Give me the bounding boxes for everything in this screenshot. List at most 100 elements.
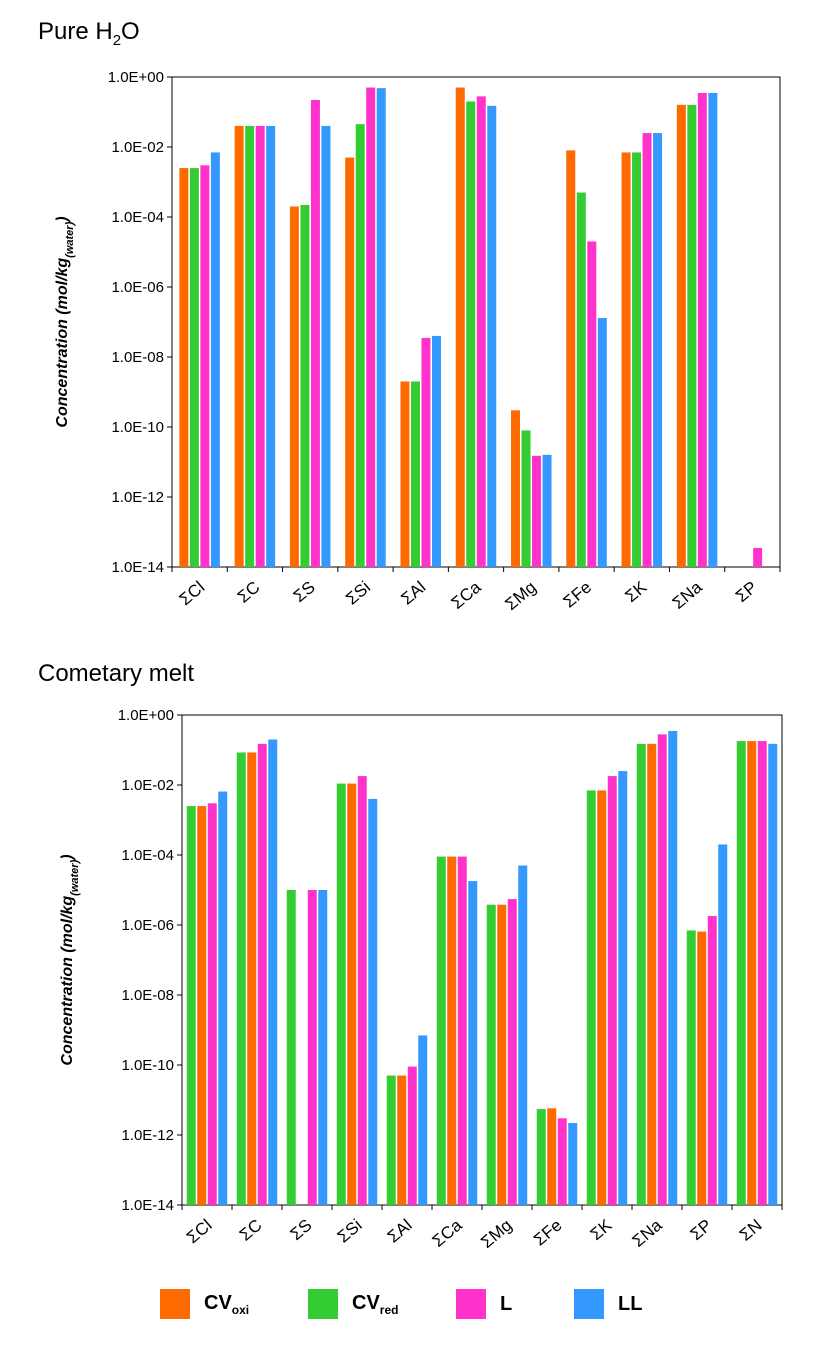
chart-1-bar-l — [642, 133, 652, 568]
chart-2-bar-cvred — [336, 783, 346, 1205]
chart-1-bar-l — [310, 100, 320, 568]
legend-item-ll: LL — [574, 1284, 642, 1324]
chart-1-bar-cvred — [410, 381, 420, 567]
chart-1-ytick-label: 1.0E-12 — [111, 489, 164, 506]
chart-1-bar-cvoxi — [621, 152, 631, 567]
chart-2-ytick-label: 1.0E-14 — [121, 1197, 174, 1214]
chart-1-bar-cvoxi — [345, 157, 355, 567]
chart-2-bar-ll — [418, 1035, 428, 1205]
legend-item-l: L — [456, 1284, 512, 1324]
chart-1-bar-ll — [431, 335, 441, 567]
chart-2-category-label: ΣMg — [477, 1216, 515, 1252]
chart-2-category-label: ΣSi — [334, 1216, 366, 1247]
chart-2-bar-cvoxi — [747, 741, 757, 1205]
chart-1-bar-cvred — [521, 430, 531, 567]
chart-1-bar-cvred — [576, 192, 586, 567]
chart-1-category-label: ΣAl — [397, 578, 429, 609]
chart-2-category-label: ΣCl — [183, 1216, 216, 1248]
chart-2-ytick-label: 1.0E-02 — [121, 777, 174, 794]
chart-1-bar-l — [532, 455, 542, 567]
chart-1-bar-ll — [376, 88, 386, 567]
chart-2-category-label: ΣFe — [530, 1216, 565, 1250]
chart-1-bar-cvred — [245, 125, 255, 567]
chart-2-category-label: ΣNa — [629, 1215, 666, 1251]
legend: CVoxi CVred L LL — [160, 1284, 680, 1324]
chart-2-bar-ll — [568, 1123, 578, 1205]
chart-1-category-label: ΣSi — [342, 578, 374, 609]
legend-label-l: L — [500, 1292, 513, 1315]
chart-2-bar-cvred — [736, 741, 746, 1205]
legend-label-cvoxi: CVoxi — [204, 1291, 250, 1317]
legend-label-ll: LL — [618, 1292, 643, 1315]
chart-2-bar-l — [357, 776, 367, 1205]
chart-2-bar-l — [557, 1118, 567, 1205]
chart-1-bar-l — [421, 337, 431, 567]
chart-1-bar-l — [255, 125, 265, 567]
chart-2-bar-l — [257, 743, 267, 1205]
chart-1-bar-cvoxi — [455, 87, 465, 568]
chart-2-bar-ll — [218, 791, 228, 1205]
chart-2-bar-ll — [518, 865, 528, 1205]
chart-1-bar-ll — [321, 125, 331, 567]
chart-1-ylabel: Concentration (mol/kg(water)) — [54, 216, 76, 427]
chart-1-category-label: ΣNa — [669, 577, 706, 613]
chart-2-bar-l — [457, 856, 467, 1205]
chart-2-bar-cvoxi — [697, 931, 707, 1205]
legend-item-cvoxi: CVoxi — [160, 1284, 249, 1324]
chart-1-bar-ll — [487, 105, 497, 568]
chart-2-bar-cvoxi — [397, 1075, 407, 1205]
chart-2-bar-ll — [268, 739, 278, 1205]
chart-2-category-label: ΣS — [287, 1216, 316, 1245]
chart-2-bar-cvred — [636, 743, 646, 1205]
chart-1-bar-cvred — [300, 205, 310, 568]
chart-2-bar-l — [707, 916, 717, 1205]
chart-1-ytick-label: 1.0E-10 — [111, 419, 164, 436]
chart-2-bar-cvred — [386, 1075, 396, 1205]
chart-1-bar-cvred — [189, 168, 199, 568]
chart-2-bar-cvoxi — [597, 790, 607, 1205]
chart-2-bar-ll — [668, 730, 678, 1205]
chart-2-category-label: ΣK — [587, 1215, 616, 1244]
chart-2-bar-cvoxi — [197, 806, 207, 1205]
chart-2-bar-l — [407, 1066, 417, 1205]
chart-1-category-label: ΣC — [234, 578, 264, 607]
chart-2-bar-l — [507, 899, 517, 1205]
chart-1-bar-cvoxi — [566, 150, 576, 567]
chart-2-bar-cvoxi — [347, 783, 357, 1205]
chart-1-title: Pure H2O — [38, 18, 140, 49]
chart-1-bar-cvred — [355, 124, 365, 567]
legend-swatch-ll — [574, 1289, 604, 1319]
chart-2-category-label: ΣC — [236, 1216, 266, 1245]
chart-2-bar-cvred — [586, 790, 596, 1205]
chart-1-bar-cvoxi — [511, 410, 521, 567]
legend-swatch-l — [456, 1289, 486, 1319]
chart-1-category-label: ΣK — [621, 577, 650, 606]
chart-2-title: Cometary melt — [38, 660, 195, 687]
chart-2-bar-cvoxi — [647, 743, 657, 1205]
chart-2-bar-ll — [468, 881, 478, 1205]
chart-1-category-label: ΣS — [290, 578, 319, 607]
chart-1-bar-cvred — [632, 152, 642, 567]
chart-2-bar-cvoxi — [247, 752, 257, 1205]
chart-2-ytick-label: 1.0E-12 — [121, 1127, 174, 1144]
chart-2-category-label: ΣAl — [384, 1216, 416, 1247]
chart-2-bar-cvred — [236, 752, 246, 1205]
chart-2-ytick-label: 1.0E-04 — [121, 847, 174, 864]
chart-1-ytick-label: 1.0E-02 — [111, 139, 164, 156]
chart-2-bar-cvred — [436, 856, 446, 1205]
chart-2-bar-l — [607, 776, 617, 1205]
chart-1-bar-cvoxi — [400, 381, 410, 567]
chart-2-bar-l — [757, 741, 767, 1205]
chart-2-bar-cvred — [186, 806, 196, 1205]
chart-2-ytick-label: 1.0E-08 — [121, 987, 174, 1004]
chart-1-bar-cvoxi — [289, 206, 299, 568]
chart-2-ytick-label: 1.0E+00 — [118, 707, 174, 724]
chart-1-bar-ll — [653, 133, 663, 568]
chart-2-ylabel: Concentration (mol/kg(water)) — [59, 854, 81, 1065]
chart-2-bar-cvoxi — [447, 856, 457, 1205]
chart-2-category-label: ΣP — [687, 1216, 716, 1245]
chart-2-category-label: ΣN — [736, 1216, 766, 1245]
chart-2-bar-cvred — [686, 930, 696, 1205]
legend-item-cvred: CVred — [308, 1284, 398, 1324]
